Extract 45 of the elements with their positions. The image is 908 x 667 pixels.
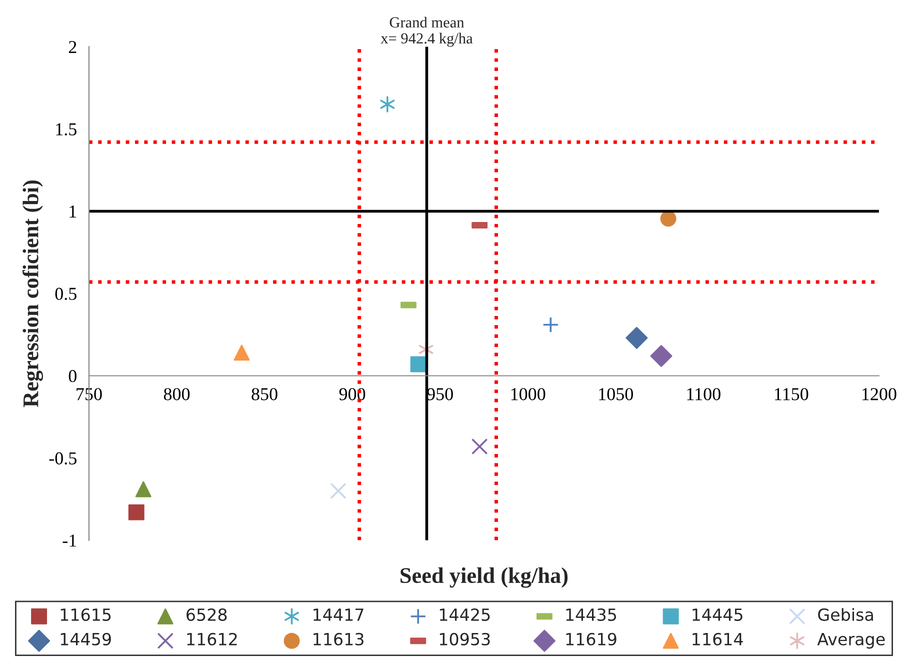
point [410,356,426,372]
y-tick-label: -1 [62,534,76,547]
y-axis-title: Regression coficient (bi) [22,180,44,408]
x-tick-label: 1050 [599,388,633,400]
point [542,316,559,333]
point [128,504,144,520]
point [650,345,672,367]
legend-label: 14435 [566,608,616,621]
x-tick-label: 950 [427,388,453,400]
legend-label: 6528 [186,608,227,621]
legend-label: 11615 [60,608,111,621]
legend-label: 11619 [566,632,616,646]
legend-label: 14445 [692,608,742,621]
y-tick-label: 0.5 [55,288,76,300]
legend-label: 14459 [60,632,111,646]
point [330,482,346,500]
y-tick-label: 0 [68,370,76,382]
x-tick-label: 1100 [687,388,720,400]
x-axis-title: Seed yield (kg/ha) [400,567,568,588]
x-tick-label: 800 [164,388,190,400]
point [380,96,395,112]
legend-label: 11614 [692,632,743,646]
point [234,344,250,361]
x-tick-label: 900 [339,388,366,400]
x-tick-label: 1150 [775,388,808,400]
legend-label: 14417 [314,608,364,621]
legend-label: 14425 [440,608,490,621]
x-tick-label: 1200 [862,388,896,400]
legend-label: 11612 [187,632,237,646]
x-tick-label: 850 [252,388,278,400]
legend-label: 10953 [440,632,490,646]
ref-line-label: Grand mean x= 942.4 kg/ha [380,16,473,47]
point [660,210,676,227]
point [135,481,152,498]
point [626,326,648,349]
legend-label: Average [817,633,885,649]
point [471,438,488,455]
legend-label: Gebisa [818,608,873,621]
x-tick-label: 750 [76,388,102,400]
y-tick-label: 1 [70,206,76,218]
y-tick-label: -0.5 [49,452,76,465]
legend-label: 11613 [314,632,364,646]
y-tick-label: 1.5 [56,123,76,136]
y-tick-label: 2 [68,41,76,53]
x-tick-label: 1000 [511,388,546,400]
